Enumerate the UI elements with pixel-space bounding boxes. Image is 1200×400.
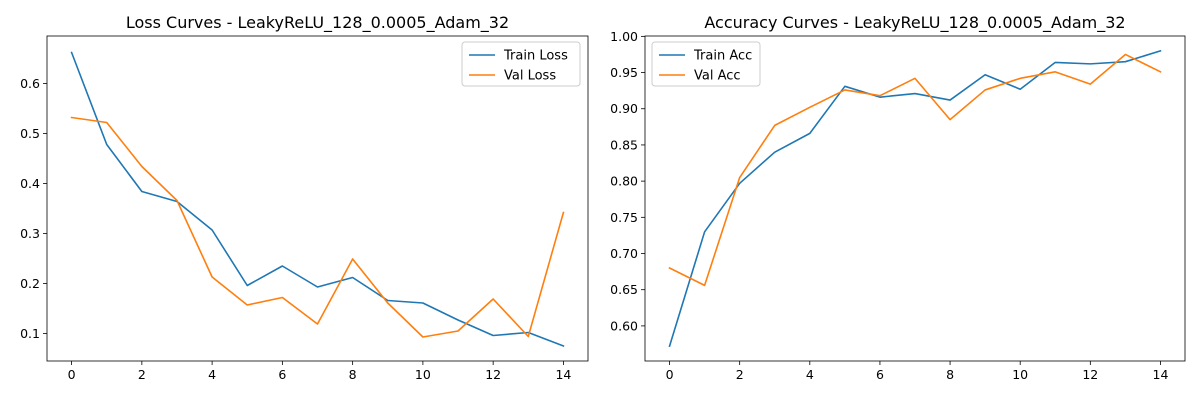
legend-label: Val Loss [504,69,556,84]
legend: Train Acc Val Acc [651,41,761,87]
x-tick-label: 12 [1082,367,1098,382]
series-line-train-acc [668,49,1162,348]
x-tick-label: 0 [666,367,674,382]
x-tick-label: 6 [278,367,286,382]
series-line-val-loss [70,116,565,338]
series-line-val-acc [668,53,1162,287]
y-tick-label: 0.85 [610,137,638,152]
y-tick-label: 0.60 [610,318,638,333]
x-tick-label: 0 [68,367,76,382]
legend: Train Loss Val Loss [461,41,581,87]
y-tick-label: 0.70 [610,246,638,261]
plot-frame [46,35,589,362]
series-line-train-loss [70,51,565,348]
x-tick-label: 10 [415,367,431,382]
x-tick-label: 8 [349,367,357,382]
x-tick-label: 8 [946,367,954,382]
y-tick-label: 0.3 [20,226,40,241]
y-tick-label: 0.5 [20,126,40,141]
plot-frame [644,35,1186,362]
chart-0: Loss Curves - LeakyReLU_128_0.0005_Adam_… [20,13,589,382]
x-tick-label: 6 [876,367,884,382]
x-tick-label: 14 [555,367,571,382]
x-tick-label: 2 [138,367,146,382]
y-tick-label: 0.65 [610,282,638,297]
legend-label: Train Loss [503,49,568,64]
x-tick-label: 10 [1012,367,1028,382]
chart-title: Loss Curves - LeakyReLU_128_0.0005_Adam_… [126,13,509,33]
y-tick-label: 0.95 [610,65,638,80]
y-tick-label: 0.90 [610,101,638,116]
x-tick-label: 4 [806,367,814,382]
y-tick-label: 0.75 [610,210,638,225]
legend-label: Val Acc [694,69,741,84]
y-tick-label: 1.00 [610,29,638,44]
legend-label: Train Acc [693,49,752,64]
x-tick-label: 14 [1153,367,1169,382]
y-tick-label: 0.1 [20,326,40,341]
x-tick-label: 2 [736,367,744,382]
y-tick-label: 0.4 [20,176,40,191]
x-tick-label: 12 [485,367,501,382]
chart-title: Accuracy Curves - LeakyReLU_128_0.0005_A… [704,13,1125,33]
y-tick-label: 0.2 [20,276,40,291]
x-tick-label: 4 [208,367,216,382]
y-tick-label: 0.6 [20,76,40,91]
chart-1: Accuracy Curves - LeakyReLU_128_0.0005_A… [610,13,1186,382]
y-tick-label: 0.80 [610,174,638,189]
